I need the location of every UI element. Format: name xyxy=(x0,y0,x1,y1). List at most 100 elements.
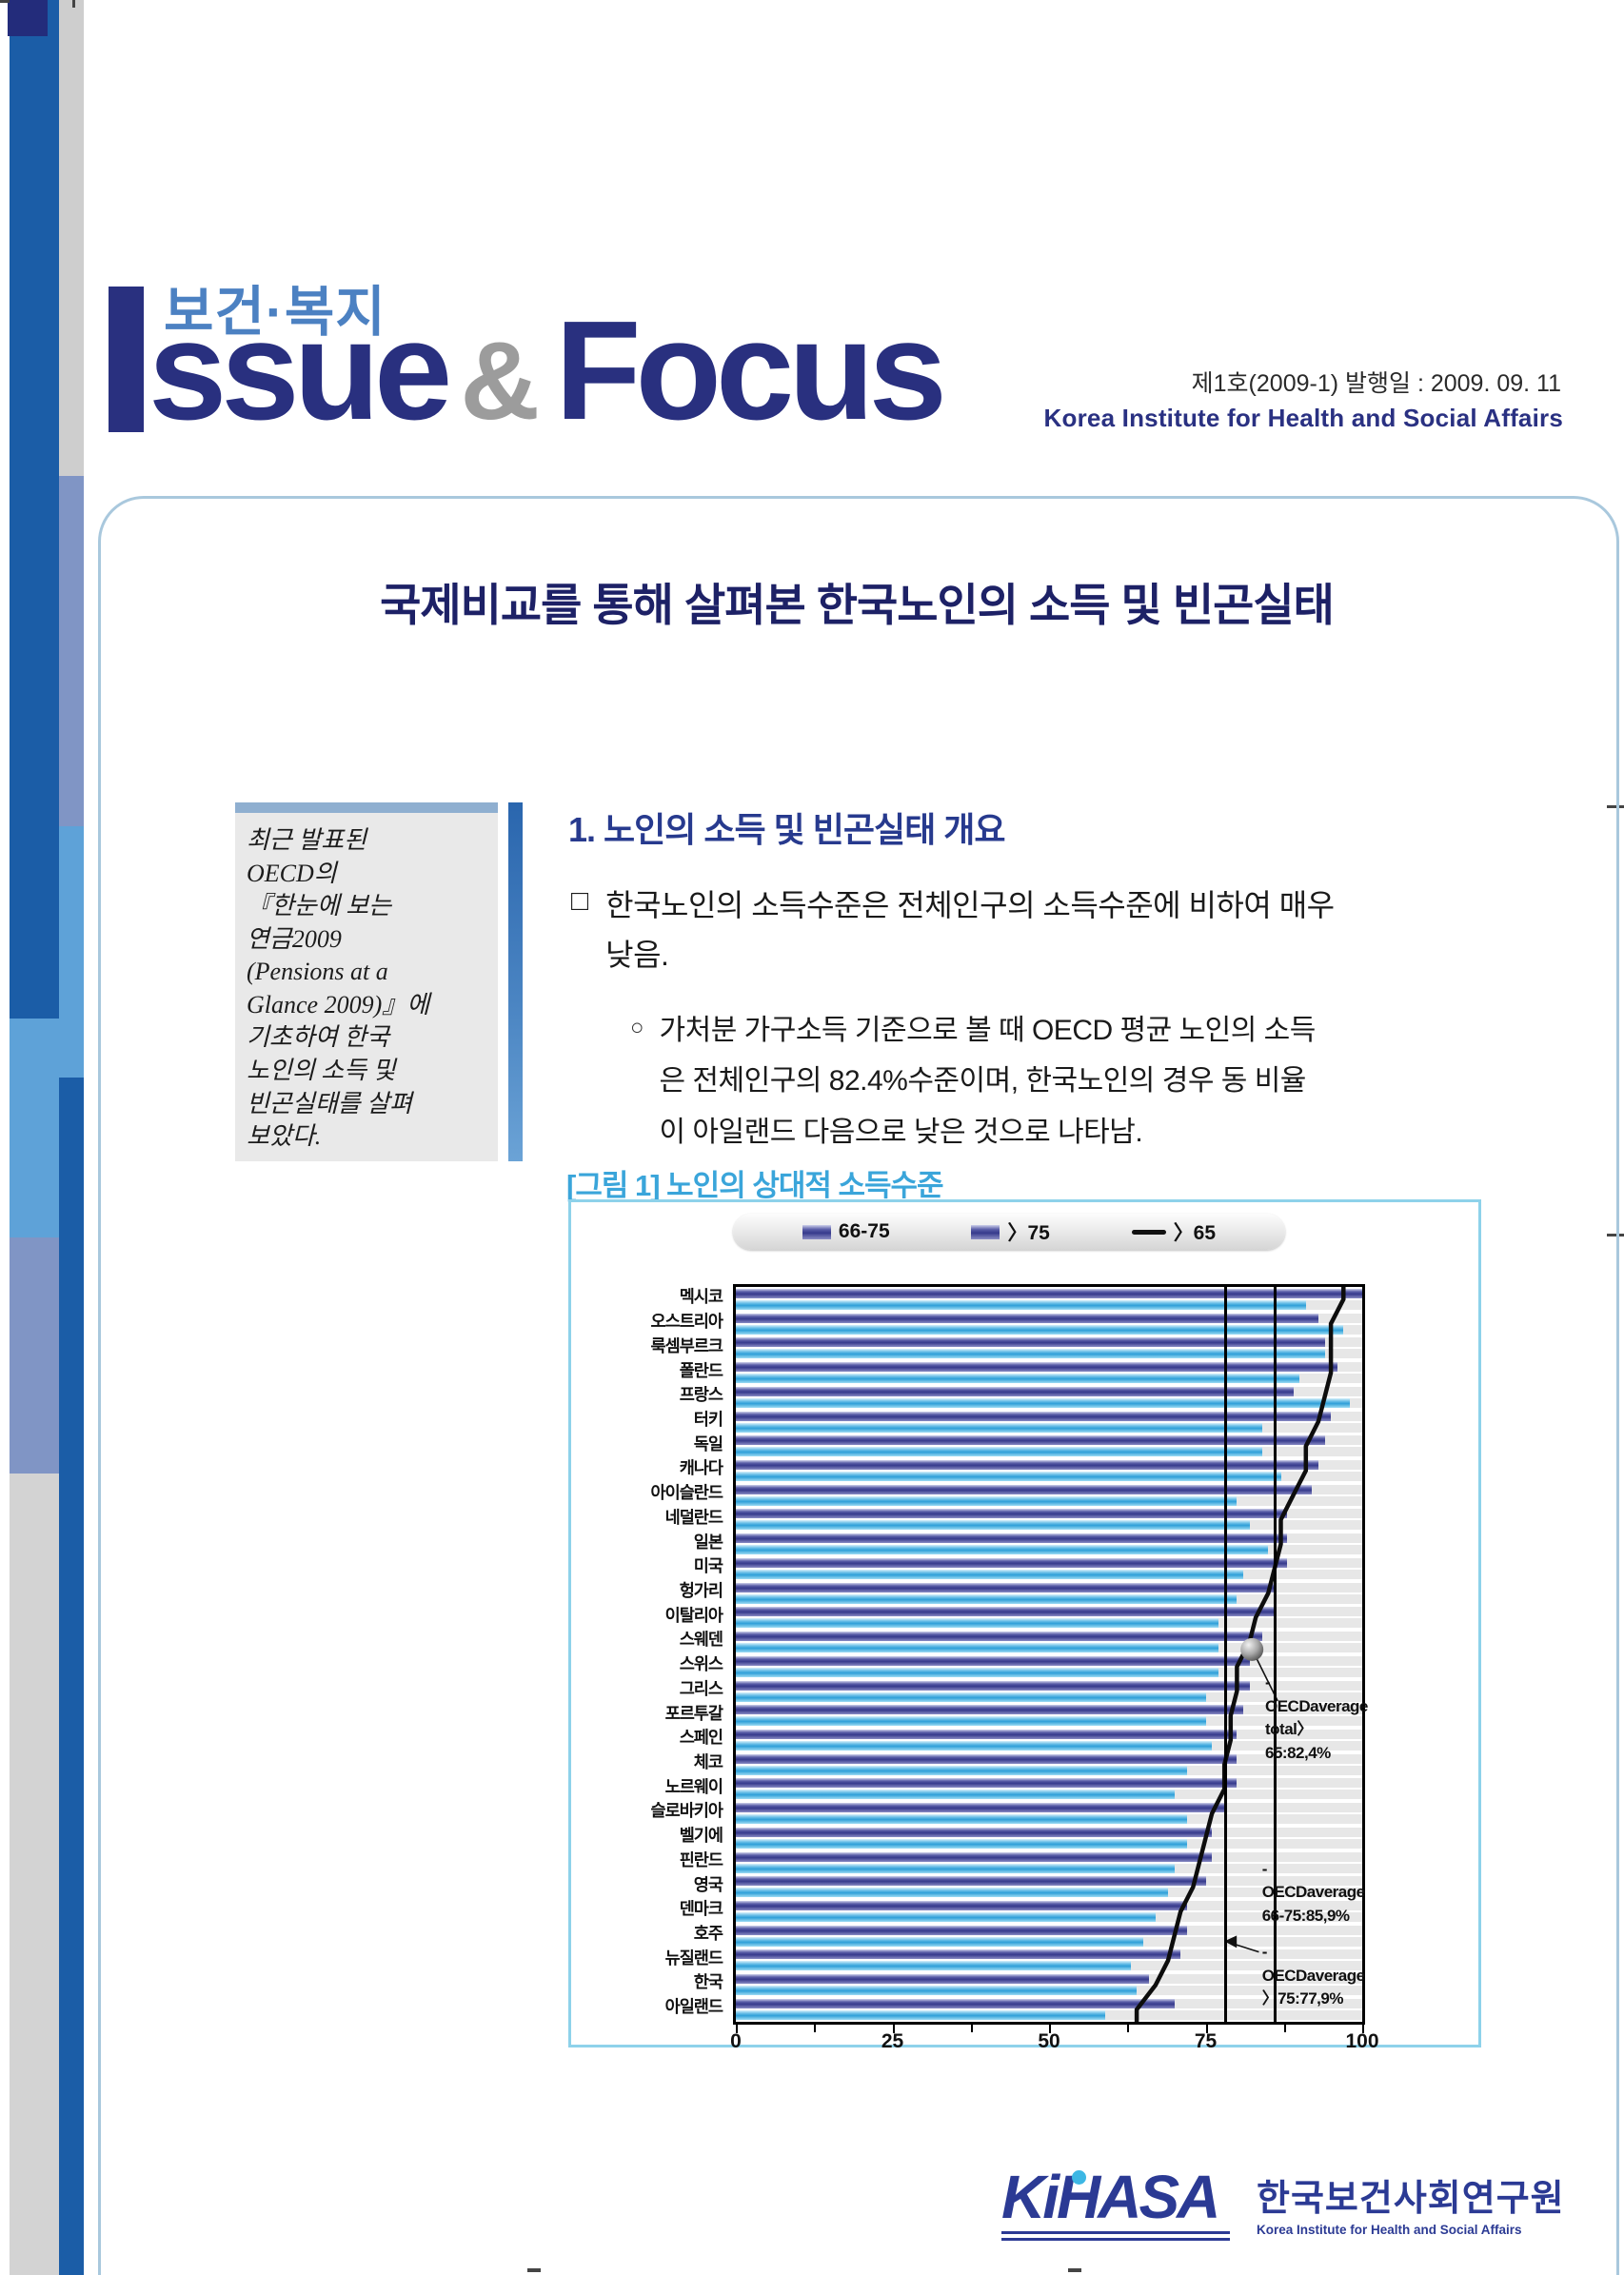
country-label: 슬로바키아 xyxy=(650,1801,724,1821)
bar-〉75 xyxy=(736,1300,1306,1310)
bar-〉75 xyxy=(736,1667,1218,1677)
bar-track xyxy=(736,1411,1362,1421)
bar-66-75 xyxy=(736,1435,1325,1446)
bar-track xyxy=(736,1876,1362,1887)
bar-track xyxy=(736,1374,1362,1384)
bar-track xyxy=(736,1324,1362,1335)
inner-stripe-slate xyxy=(59,476,84,826)
chart-row xyxy=(736,1728,1362,1752)
country-label: 한국 xyxy=(693,1972,723,1992)
logo-underline xyxy=(1001,2238,1230,2241)
bar-track xyxy=(736,1593,1362,1604)
country-label: 캐나다 xyxy=(679,1458,723,1478)
bar-66-75 xyxy=(736,1876,1206,1887)
masthead-korean-label: 보건·복지 xyxy=(164,282,386,343)
bar-66-75 xyxy=(736,1484,1313,1494)
bar-track xyxy=(736,1961,1362,1971)
legend-label: 〉65 xyxy=(1173,1222,1217,1244)
bar-track xyxy=(736,1569,1362,1579)
bar-track xyxy=(736,1911,1362,1922)
left-stripe-lightblue xyxy=(10,1019,59,1237)
summary-box-topbar xyxy=(235,802,498,813)
plot-area: -OECDaverage total〉65:82,4% -OECDaverage … xyxy=(733,1284,1368,2025)
axis-minor-tick xyxy=(1127,2025,1130,2032)
chart-row xyxy=(736,1458,1362,1483)
chart-row xyxy=(736,1312,1362,1336)
bar-〉75 xyxy=(736,1349,1325,1359)
country-label: 오스트리아 xyxy=(650,1312,724,1332)
chart-annotation: -OECDaverage 66-75:85,9% xyxy=(1261,1859,1365,1925)
masthead-logo: ssue & Focus xyxy=(149,292,947,449)
bar-66-75 xyxy=(736,1411,1332,1421)
bar-〉75 xyxy=(736,1740,1213,1751)
bar-track xyxy=(736,1655,1362,1666)
bar-track xyxy=(736,1729,1362,1739)
inner-stripe-lightblue xyxy=(59,826,84,1078)
reference-line xyxy=(1223,1287,1227,2022)
logo-focus: Focus xyxy=(555,292,947,449)
bar-〉75 xyxy=(736,1643,1218,1653)
bar-track xyxy=(736,1533,1362,1544)
bar-〉75 xyxy=(736,1765,1187,1775)
chart-row xyxy=(736,1874,1362,1899)
logo-ampersand: & xyxy=(460,319,541,443)
circle-bullet-icon: ○ xyxy=(630,1015,644,1040)
country-label: 일본 xyxy=(693,1532,723,1552)
bar-track xyxy=(736,1803,1362,1813)
institute-name: Korea Institute for Health and Social Af… xyxy=(1043,404,1563,432)
bar-track xyxy=(736,1349,1362,1359)
bar-track xyxy=(736,1632,1362,1642)
bar-66-75 xyxy=(736,1386,1294,1396)
axis-tick-label: 0 xyxy=(730,2030,742,2052)
legend-item: 〉75 xyxy=(971,1217,1050,1246)
chart-row xyxy=(736,1385,1362,1410)
bar-track xyxy=(736,1484,1362,1494)
section1-heading: 1. 노인의 소득 및 빈곤실태 개요 xyxy=(568,810,1005,849)
axis-tick xyxy=(1049,2025,1051,2033)
country-label: 스웨덴 xyxy=(679,1630,723,1650)
axis-tick xyxy=(736,2025,738,2033)
bar-track xyxy=(736,1765,1362,1775)
chart-row xyxy=(736,1360,1362,1385)
chart-annotation: -OECDaverage total〉65:82,4% xyxy=(1265,1673,1368,1762)
chart-row xyxy=(736,1287,1362,1312)
country-label: 아일랜드 xyxy=(664,1997,723,2017)
bar-track xyxy=(736,1974,1362,1985)
crop-mark xyxy=(1607,805,1624,808)
axis-minor-tick xyxy=(1283,2025,1286,2032)
country-label: 독일 xyxy=(693,1434,723,1454)
axis-minor-tick xyxy=(814,2025,817,2032)
chart-row xyxy=(736,1335,1362,1360)
bar-66-75 xyxy=(736,1460,1318,1471)
bullet2-text: 가처분 가구소득 기준으로 볼 때 OECD 평균 노인의 소득 은 전체인구의… xyxy=(659,1015,1317,1148)
legend-bar-swatch-icon xyxy=(971,1224,1000,1239)
bar-〉75 xyxy=(736,1716,1206,1727)
bar-〉75 xyxy=(736,1324,1344,1335)
inner-stripe-blue xyxy=(59,1078,84,2275)
bar-track xyxy=(736,1337,1362,1348)
chart-row xyxy=(736,1850,1362,1875)
bar-66-75 xyxy=(736,1289,1362,1298)
legend-bar-swatch-icon xyxy=(802,1224,831,1239)
country-label: 영국 xyxy=(693,1874,723,1894)
bar-〉75 xyxy=(736,1911,1156,1922)
bar-66-75 xyxy=(736,1729,1238,1739)
chart-legend: 66-75 〉75 〉65 xyxy=(733,1214,1285,1250)
bar-track xyxy=(736,1716,1362,1727)
bar-track xyxy=(736,1607,1362,1617)
corner-square xyxy=(8,0,48,36)
vertical-divider xyxy=(508,802,523,1161)
chart-row xyxy=(736,1948,1362,1972)
country-labels: 멕시코 오스트리아 룩셈부르크 폴란드 프랑스 터키 독일 캐나다 아이슬란드 네덜란드 일본 미국 헝… xyxy=(571,1284,727,2019)
left-stripe-gray xyxy=(10,1474,59,2275)
bullet1: □ 한국노인의 소득수준은 전체인구의 소득수준에 비하여 매우 낮음. xyxy=(571,881,1571,980)
country-label: 이탈리아 xyxy=(664,1605,723,1625)
country-label: 벨기에 xyxy=(679,1826,723,1846)
legend-line-swatch-icon xyxy=(1131,1229,1166,1235)
x-axis: 0 25 50 75 100 xyxy=(571,2025,1478,2053)
axis-tick xyxy=(1362,2025,1364,2033)
bar-track xyxy=(736,1986,1362,1996)
figure-box: 66-75 〉75 〉65 멕시코 오스트리아 룩셈부르크 폴란드 프랑스 터키 독일 캐나다 아이… xyxy=(568,1199,1481,2052)
bar-track xyxy=(736,1582,1362,1592)
plot-rows xyxy=(736,1287,1362,2022)
